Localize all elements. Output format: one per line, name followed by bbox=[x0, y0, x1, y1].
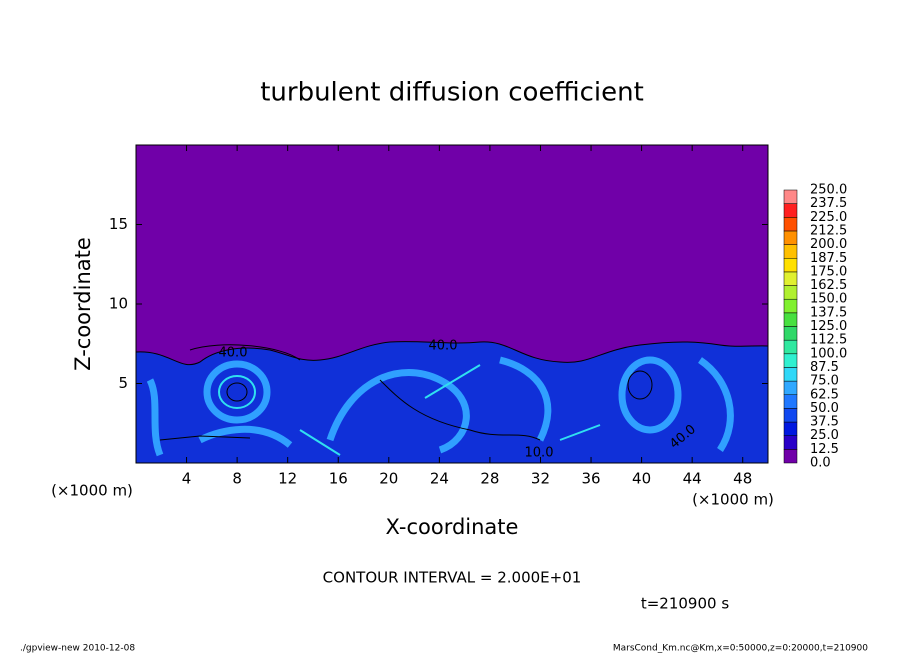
colorbar-band bbox=[783, 271, 798, 286]
colorbar-label: 100.0 bbox=[810, 346, 847, 361]
colorbar-band bbox=[783, 353, 798, 368]
colorbar-label: 225.0 bbox=[810, 210, 847, 225]
x-tick-label: 32 bbox=[531, 470, 550, 488]
contour-label: 40.0 bbox=[219, 346, 248, 361]
colorbar-band bbox=[783, 258, 798, 273]
footer-right: MarsCond_Km.nc@Km,x=0:50000,z=0:20000,t=… bbox=[613, 644, 868, 654]
colorbar-label: 250.0 bbox=[810, 183, 847, 198]
colorbar-band bbox=[783, 449, 798, 464]
field bbox=[136, 145, 768, 463]
colorbar-label: 25.0 bbox=[810, 428, 839, 443]
colorbar-label: 212.5 bbox=[810, 223, 847, 238]
field-shading bbox=[136, 341, 768, 463]
x-unit-label: (×1000 m) bbox=[692, 491, 774, 509]
x-tick-label: 28 bbox=[480, 470, 499, 488]
colorbar-band bbox=[783, 312, 798, 327]
colorbar-label: 50.0 bbox=[810, 401, 839, 416]
contour-label: 40.0 bbox=[429, 339, 458, 354]
footer-left: ./gpview-new 2010-12-08 bbox=[20, 644, 135, 654]
colorbar-band bbox=[783, 380, 798, 396]
colorbar-band bbox=[783, 326, 798, 341]
chart-title: turbulent diffusion coefficient bbox=[260, 78, 644, 108]
field-shading bbox=[218, 364, 601, 456]
colorbar-band bbox=[783, 394, 798, 409]
x-tick-label: 48 bbox=[733, 470, 752, 488]
field-shading bbox=[146, 356, 734, 457]
colorbar-band bbox=[783, 230, 798, 245]
y-tick-label: 5 bbox=[118, 374, 128, 392]
colorbar-band bbox=[783, 435, 798, 450]
x-tick-label: 8 bbox=[232, 470, 242, 488]
x-tick-label: 24 bbox=[430, 470, 449, 488]
x-unit-label: (×1000 m) bbox=[51, 482, 133, 500]
colorbar-label: 62.5 bbox=[810, 387, 839, 402]
colorbar-label: 0.0 bbox=[810, 456, 831, 471]
x-tick-label: 12 bbox=[278, 470, 297, 488]
colorbar-label: 137.5 bbox=[810, 305, 847, 320]
x-tick-label: 36 bbox=[581, 470, 600, 488]
colorbar-label: 162.5 bbox=[810, 278, 847, 293]
colorbar-band bbox=[783, 203, 798, 218]
colorbar-band bbox=[783, 367, 798, 382]
x-axis-label: X-coordinate bbox=[386, 515, 519, 539]
colorbar-label: 37.5 bbox=[810, 415, 839, 430]
colorbar-band bbox=[783, 285, 798, 300]
x-tick-label: 40 bbox=[632, 470, 651, 488]
colorbar-band bbox=[783, 298, 798, 314]
colorbar-band bbox=[783, 421, 798, 436]
x-tick-label: 4 bbox=[182, 470, 192, 488]
colorbar-label: 125.0 bbox=[810, 319, 847, 334]
colorbar-label: 200.0 bbox=[810, 237, 847, 252]
annotation: t=210900 s bbox=[641, 595, 729, 613]
colorbar-label: 75.0 bbox=[810, 374, 839, 389]
colorbar-label: 112.5 bbox=[810, 333, 847, 348]
colorbar-label: 87.5 bbox=[810, 360, 839, 375]
colorbar-band bbox=[783, 217, 798, 232]
x-tick-label: 44 bbox=[683, 470, 702, 488]
colorbar-band bbox=[783, 408, 798, 423]
x-tick-label: 16 bbox=[329, 470, 348, 488]
colorbar-label: 175.0 bbox=[810, 264, 847, 279]
colorbar-label: 237.5 bbox=[810, 196, 847, 211]
contour-line bbox=[159, 344, 653, 441]
y-tick-label: 10 bbox=[109, 295, 128, 313]
x-tick-label: 20 bbox=[379, 470, 398, 488]
y-tick-label: 15 bbox=[109, 215, 128, 233]
colorbar-label: 12.5 bbox=[810, 442, 839, 457]
y-axis-label: Z-coordinate bbox=[71, 237, 95, 371]
colorbar-label: 150.0 bbox=[810, 292, 847, 307]
colorbar-band bbox=[783, 244, 798, 259]
colorbar-band bbox=[783, 189, 798, 204]
colorbar-band bbox=[783, 339, 798, 355]
contour-label: 10.0 bbox=[525, 446, 554, 461]
colorbar-label: 187.5 bbox=[810, 251, 847, 266]
annotation: CONTOUR INTERVAL = 2.000E+01 bbox=[323, 569, 582, 587]
